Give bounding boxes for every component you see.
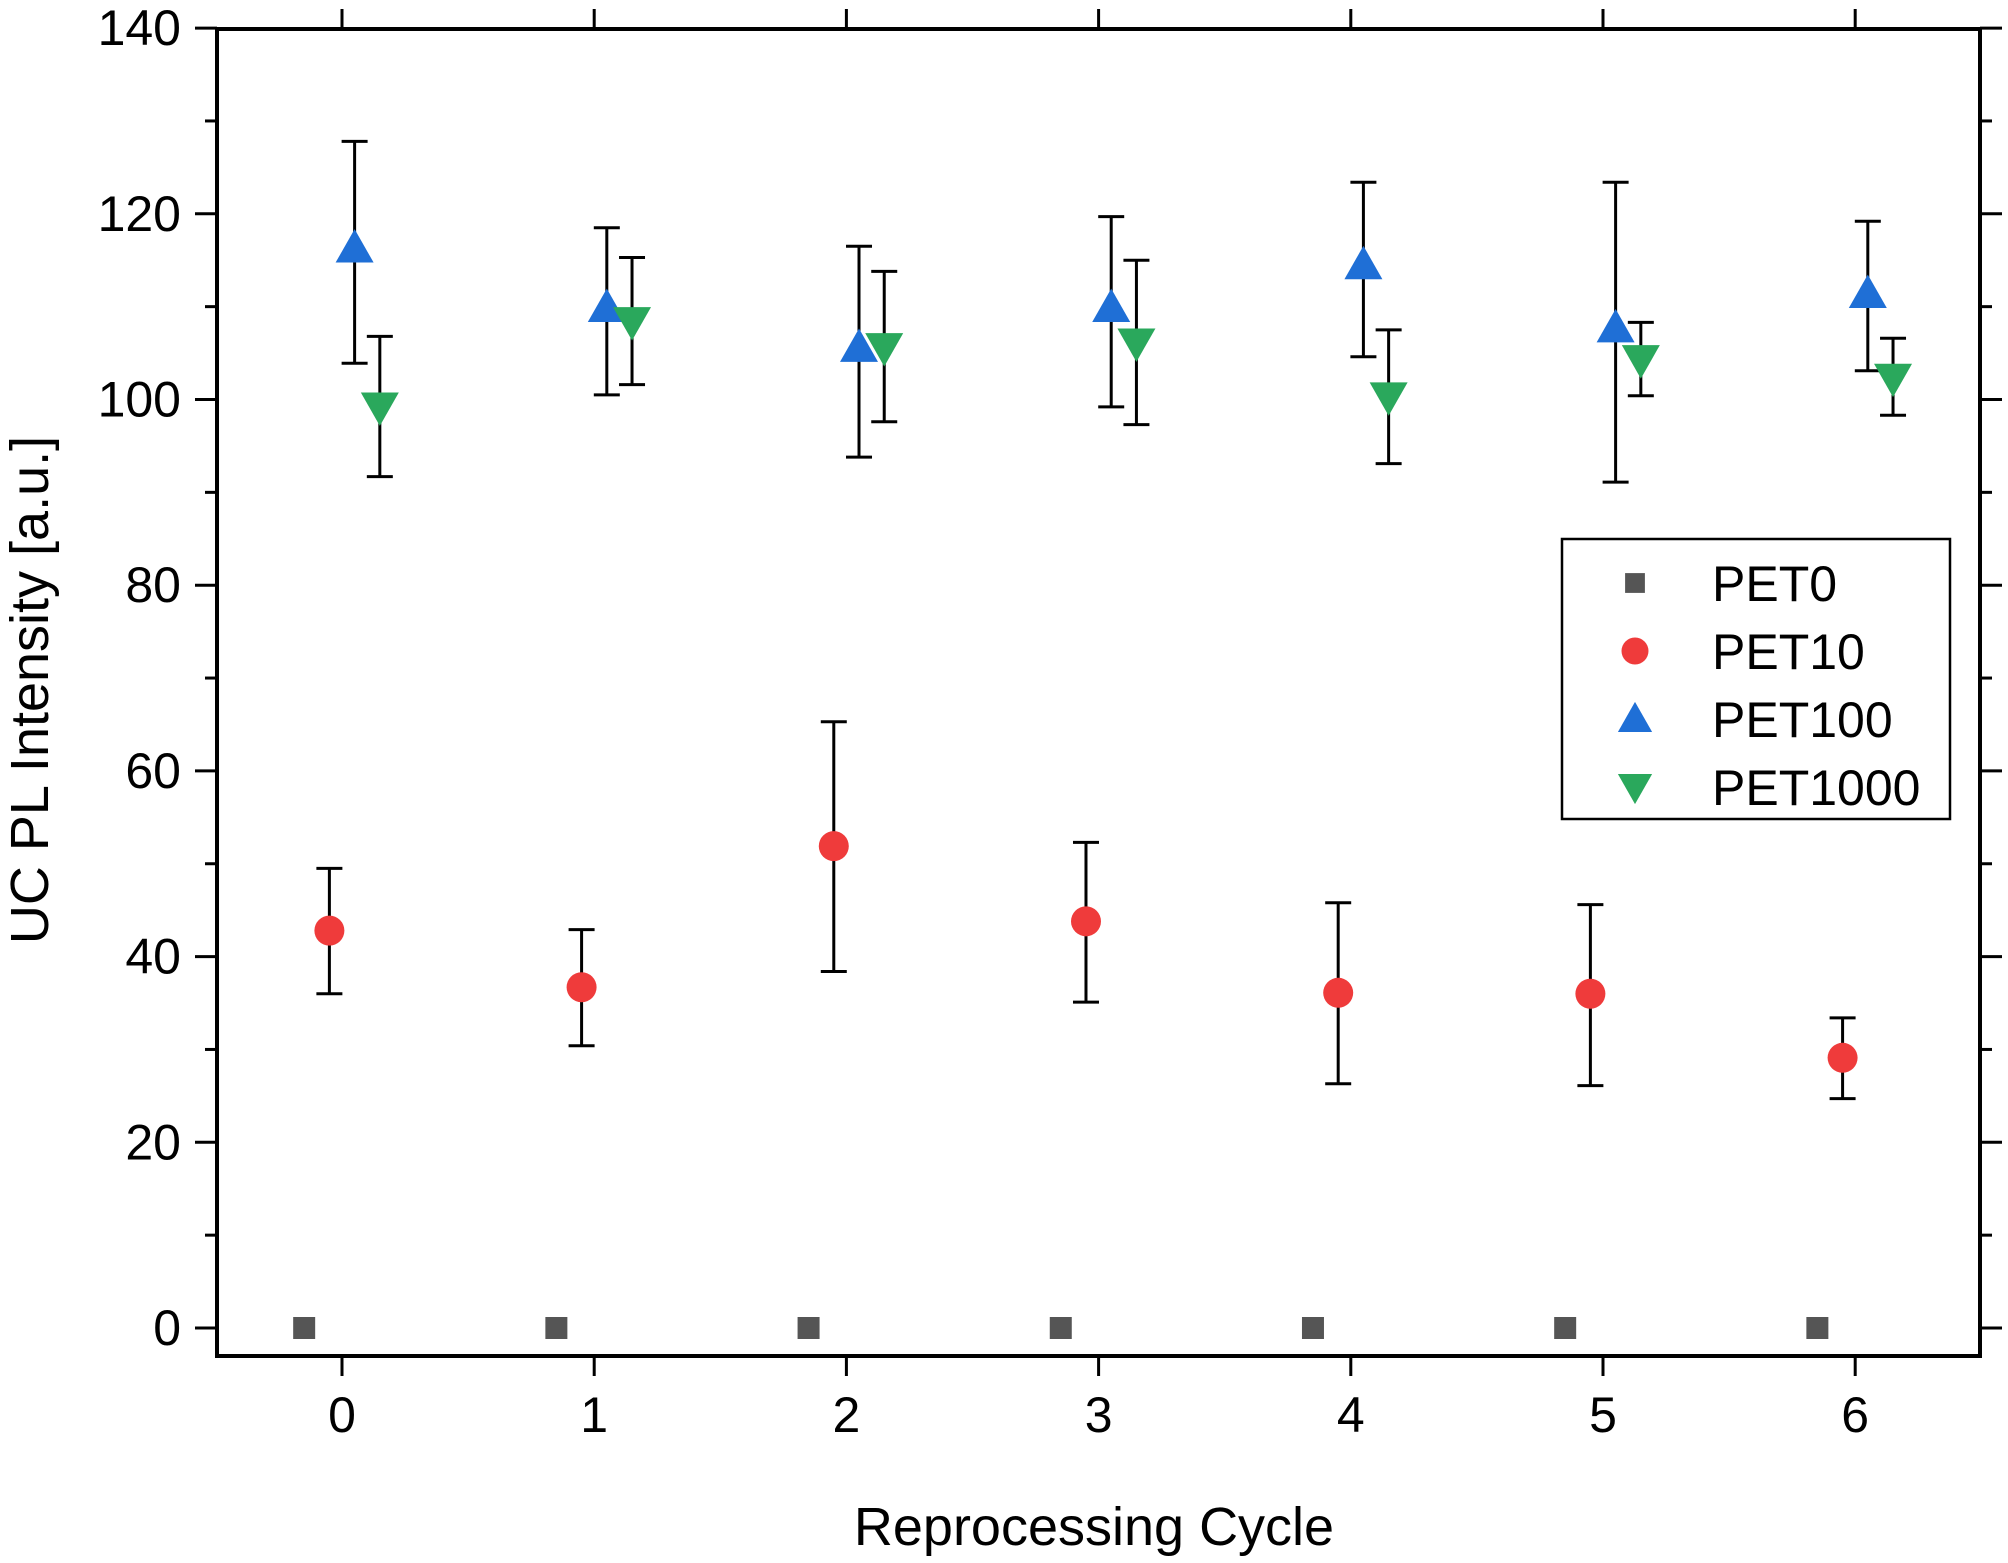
legend-marker-pet10 xyxy=(1621,637,1649,665)
y-tick-label: 40 xyxy=(125,929,181,985)
x-tick-label: 4 xyxy=(1337,1387,1365,1443)
pet1000-point xyxy=(1117,328,1156,362)
legend-label-pet100: PET100 xyxy=(1712,692,1893,748)
x-tick-label: 2 xyxy=(832,1387,860,1443)
pet1000-point xyxy=(1874,363,1913,398)
pet1000-point xyxy=(613,307,652,341)
x-axis-title: Reprocessing Cycle xyxy=(854,1497,1334,1557)
pet10-point xyxy=(1323,977,1354,1008)
pet10-point xyxy=(1575,978,1606,1009)
x-tick-label: 0 xyxy=(328,1387,356,1443)
x-tick-label: 3 xyxy=(1085,1387,1113,1443)
pet100-point xyxy=(1092,288,1131,322)
legend-label-pet1000: PET1000 xyxy=(1712,760,1920,816)
pet1000-point xyxy=(1369,382,1408,416)
y-tick-label: 0 xyxy=(153,1300,181,1356)
pet100-point xyxy=(1344,245,1383,280)
pet1000-point xyxy=(865,333,904,367)
pet0-point xyxy=(293,1317,316,1339)
error-bars xyxy=(316,139,1907,1101)
pet10-point xyxy=(566,972,597,1003)
pet0-point xyxy=(1554,1317,1577,1339)
legend-label-pet10: PET10 xyxy=(1712,624,1865,680)
data-markers xyxy=(293,229,1913,1339)
legend-label-pet0: PET0 xyxy=(1712,556,1837,612)
pet100-point xyxy=(335,229,374,263)
x-tick-label: 5 xyxy=(1589,1387,1617,1443)
pet10-point xyxy=(1827,1042,1858,1073)
y-tick-label: 100 xyxy=(98,372,181,428)
pet10-point xyxy=(314,915,345,946)
legend-marker-pet1000 xyxy=(1617,774,1653,805)
y-tick-label: 120 xyxy=(98,186,181,242)
pet100-point xyxy=(1596,309,1635,343)
pet0-point xyxy=(1049,1317,1072,1339)
pet0-point xyxy=(545,1317,568,1339)
legend-marker-pet0 xyxy=(1625,573,1645,593)
pet100-point xyxy=(840,328,879,362)
y-tick-label: 140 xyxy=(98,0,181,56)
x-tick-label: 6 xyxy=(1841,1387,1869,1443)
x-tick-label: 1 xyxy=(580,1387,608,1443)
y-tick-label: 80 xyxy=(125,557,181,613)
pet100-point xyxy=(1848,274,1887,309)
pet1000-point xyxy=(1621,345,1660,379)
pet0-point xyxy=(797,1317,820,1339)
y-tick-label: 60 xyxy=(125,743,181,799)
pet1000-point xyxy=(360,392,399,426)
legend-marker-pet100 xyxy=(1617,701,1653,732)
pet10-point xyxy=(818,831,849,862)
y-tick-label: 20 xyxy=(125,1114,181,1170)
y-axis-title: UC PL Intensity [a.u.] xyxy=(0,436,60,944)
pet0-point xyxy=(1301,1317,1324,1339)
pet0-point xyxy=(1806,1317,1829,1339)
legend: PET0 PET10 PET100 PET1000 xyxy=(1560,537,1952,821)
pet10-point xyxy=(1070,906,1101,937)
pet100-point xyxy=(587,288,626,322)
